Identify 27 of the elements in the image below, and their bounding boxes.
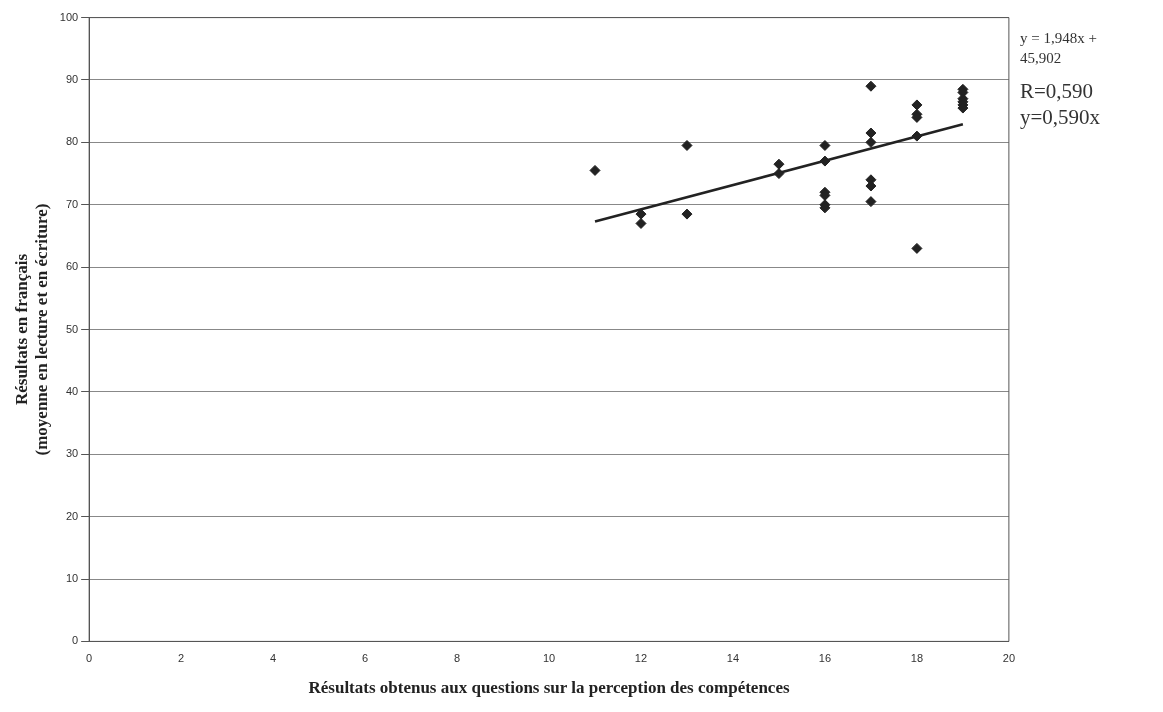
y-tick-label: 60 xyxy=(65,260,79,273)
text: R=0,590 xyxy=(1020,78,1095,104)
y-tick-label: 10 xyxy=(65,572,79,585)
x-tick-label: 0 xyxy=(86,652,93,665)
x-tick-label: 18 xyxy=(910,652,924,665)
x-tick-label: 4 xyxy=(270,652,277,665)
y-axis-title: Résultats en français (moyenne en lecture et en écriture) xyxy=(11,203,51,456)
y-tick-label: 20 xyxy=(65,509,79,522)
x-tick-label: 2 xyxy=(178,652,185,665)
x-tick-label: 16 xyxy=(818,652,832,665)
y-tick-label: 80 xyxy=(65,135,79,148)
text: y = 1,948x + 45,902 xyxy=(1020,29,1098,68)
y-tick-label: 30 xyxy=(65,447,79,460)
y-tick-label: 90 xyxy=(65,73,79,86)
x-tick-label: 14 xyxy=(726,652,740,665)
x-tick-label: 6 xyxy=(362,652,369,665)
x-axis-title: Résultats obtenus aux questions sur la perception des compétences xyxy=(308,678,790,698)
y-tick-label: 0 xyxy=(72,634,79,647)
text: y=0,590x xyxy=(1020,104,1102,130)
y-tick-label: 100 xyxy=(59,10,79,23)
y-tick-label: 70 xyxy=(65,197,79,210)
y-tick-label: 40 xyxy=(65,384,79,397)
x-tick-label: 10 xyxy=(542,652,556,665)
x-tick-label: 20 xyxy=(1002,652,1016,665)
y-tick-label: 50 xyxy=(65,322,79,335)
x-tick-label: 8 xyxy=(453,652,461,665)
x-tick-label: 12 xyxy=(634,652,648,665)
